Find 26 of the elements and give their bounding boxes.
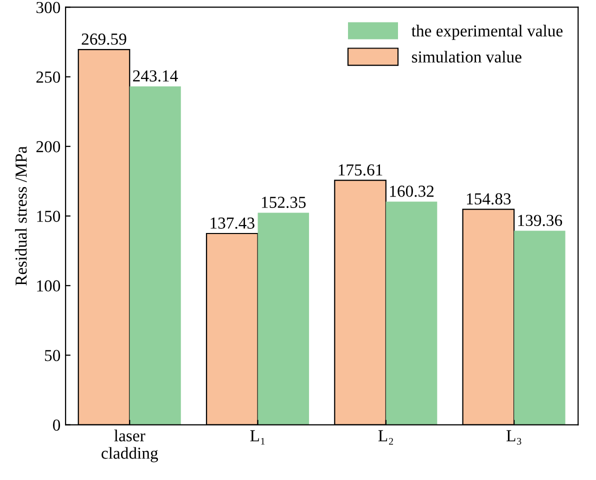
x-tick-label: laser cladding (102, 430, 158, 462)
y-axis-title: Residual stress /MPa (15, 146, 27, 286)
bar (258, 212, 310, 425)
bar (386, 202, 438, 425)
y-tick-label: 300 (36, 2, 60, 14)
data-label: 243.14 (133, 70, 178, 82)
y-tick-label: 100 (37, 280, 60, 292)
data-label: 137.43 (210, 218, 254, 229)
y-tick-label: 50 (45, 350, 60, 362)
y-tick-label: 250 (36, 72, 60, 83)
x-tick-label: L₃ (506, 430, 522, 445)
legend-label: simulation value (412, 50, 522, 63)
y-tick-label: 0 (53, 420, 60, 431)
y-tick-label: 150 (37, 210, 60, 222)
bar (514, 230, 566, 425)
legend-label: the experimental value (412, 24, 563, 40)
data-label: 269.59 (82, 34, 126, 45)
y-tick-label: 200 (36, 141, 60, 152)
x-tick-label: L₂ (378, 430, 393, 445)
bar (130, 86, 181, 425)
data-label: 139.36 (518, 214, 562, 226)
data-label: 160.32 (390, 186, 434, 197)
data-label: 152.35 (262, 196, 306, 208)
x-tick-label: L₁ (250, 430, 265, 445)
data-label: 154.83 (466, 193, 511, 205)
data-label: 175.61 (338, 164, 382, 176)
